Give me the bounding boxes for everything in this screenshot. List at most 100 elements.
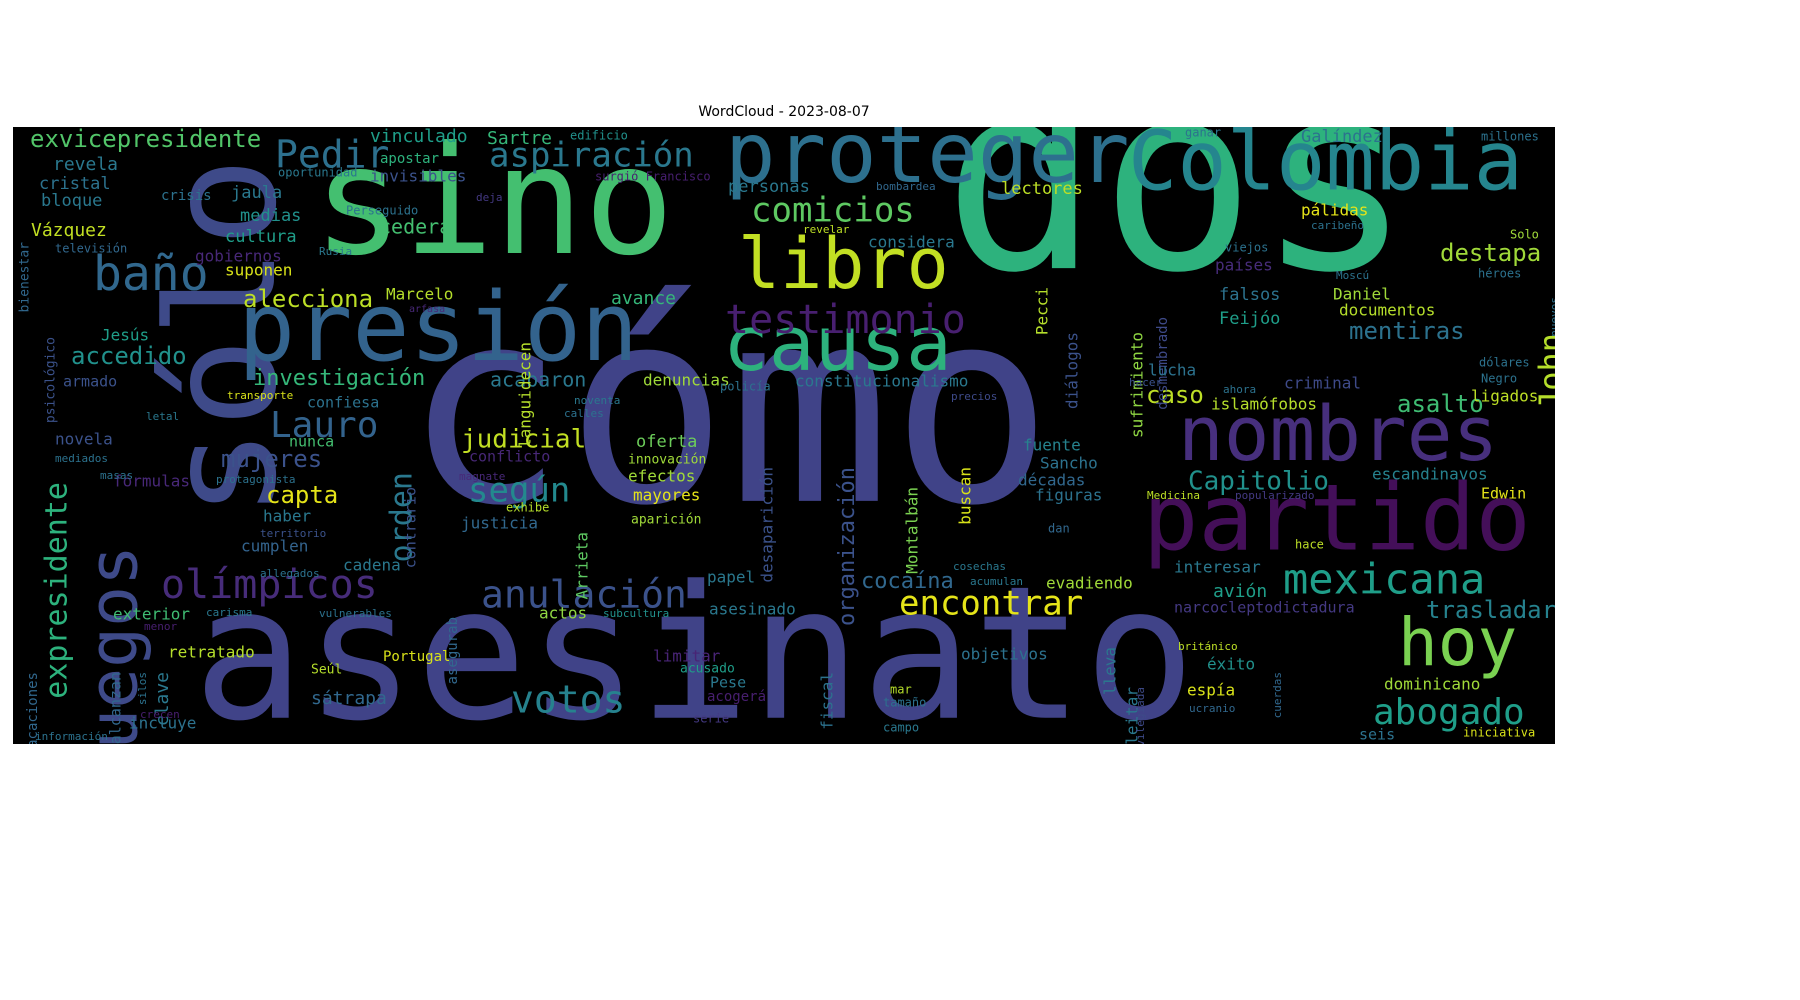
word-173: serie <box>693 712 729 726</box>
word-154: nuevos <box>1548 297 1555 337</box>
word-166: privilegiada <box>1134 687 1147 744</box>
word-53: jaula <box>231 183 282 203</box>
word-31: judicial <box>461 425 586 455</box>
word-45: acabaron <box>490 368 586 392</box>
word-5: presión <box>238 273 638 383</box>
word-51: Sartre <box>487 128 552 149</box>
word-16: mexicana <box>1283 555 1485 604</box>
word-142: bienestar <box>18 242 33 313</box>
word-120: lleva <box>1101 647 1120 695</box>
word-33: alecciona <box>243 285 373 313</box>
word-189: magnate <box>459 470 505 483</box>
word-29: John <box>1532 333 1555 410</box>
word-25: comicios <box>751 191 915 231</box>
word-113: asesinado <box>709 600 796 619</box>
wordcloud-svg: cómoasesinatodossinosólopresiónprotegerC… <box>18 127 1556 744</box>
word-52: invisibles <box>370 167 466 186</box>
word-4: sólo <box>136 157 310 518</box>
word-35: accedido <box>71 342 187 370</box>
word-188: protagonista <box>216 473 295 486</box>
word-139: Seúl <box>311 663 342 678</box>
word-119: objetivos <box>961 645 1048 664</box>
word-104: criminal <box>1284 374 1361 393</box>
word-40: asalto <box>1397 390 1484 418</box>
word-116: acusado <box>680 662 735 677</box>
word-24: aspiración <box>489 136 694 176</box>
word-197: vulnerables <box>319 607 392 620</box>
word-127: exterior <box>113 605 190 624</box>
word-71: diálogos <box>1063 332 1082 409</box>
word-177: bombardea <box>876 180 936 193</box>
word-79: armado <box>63 373 117 391</box>
word-122: fiscal <box>818 672 837 730</box>
word-125: dominicano <box>1384 675 1480 694</box>
word-153: héroes <box>1478 267 1521 281</box>
word-185: letal <box>146 410 179 423</box>
word-34: investigación <box>253 366 425 391</box>
word-150: caribeño <box>1311 219 1364 232</box>
word-191: allegados <box>260 567 320 580</box>
word-86: innovación <box>628 453 706 468</box>
word-136: fórmulas <box>113 472 190 491</box>
word-41: caso <box>1146 381 1204 409</box>
word-13: hoy <box>1398 604 1517 681</box>
word-187: masas <box>100 469 133 482</box>
word-49: personas <box>728 177 810 197</box>
word-90: exhibe <box>506 501 549 515</box>
word-56: gobiernos <box>195 247 282 266</box>
word-192: carisma <box>206 606 252 619</box>
word-37: capta <box>266 481 338 509</box>
word-160: popularizado <box>1235 489 1314 502</box>
word-8: partido <box>1143 464 1531 571</box>
word-149: Solo <box>1510 228 1539 242</box>
word-36: mujeres <box>221 445 322 473</box>
word-69: sufrimiento <box>1128 332 1147 438</box>
word-67: Galíndez <box>1301 127 1383 147</box>
word-2: dos <box>943 127 1413 330</box>
word-129: alcanzan <box>107 672 125 744</box>
word-163: ucranio <box>1189 702 1235 715</box>
word-132: sátrapa <box>311 688 387 709</box>
word-46: avance <box>611 288 676 309</box>
word-19: anulación <box>481 573 687 617</box>
word-157: hacer <box>1129 376 1162 389</box>
word-75: Feijóo <box>1219 309 1280 329</box>
word-30: orden <box>385 472 420 562</box>
word-103: islamófobos <box>1211 395 1317 414</box>
word-190: territorio <box>260 527 326 540</box>
word-133: cadena <box>343 556 401 575</box>
word-60: Vázquez <box>31 220 107 241</box>
word-167: dan <box>1048 522 1070 536</box>
word-50: vinculado <box>370 127 468 147</box>
word-110: narcocleptodictadura <box>1174 599 1355 617</box>
word-61: revela <box>53 154 118 175</box>
word-12: Juegos <box>75 545 154 744</box>
word-140: vacaciones <box>25 672 41 744</box>
word-26: Lauro <box>270 405 378 446</box>
word-80: confiesa <box>307 394 379 412</box>
word-178: deja <box>476 191 503 204</box>
word-55: cultura <box>225 227 297 247</box>
word-23: Pedir <box>275 133 389 177</box>
word-57: suponen <box>225 261 292 280</box>
word-108: interesar <box>1174 558 1261 577</box>
word-76: Daniel <box>1333 285 1391 304</box>
word-171: tamaño <box>883 696 926 710</box>
word-81: novela <box>55 430 113 449</box>
word-124: éxito <box>1207 655 1255 674</box>
word-118: acogerá <box>707 689 766 705</box>
word-39: mentiras <box>1349 317 1465 345</box>
word-54: medias <box>240 206 301 226</box>
word-65: apostar <box>380 151 439 167</box>
word-107: Edwin <box>1481 485 1526 503</box>
word-97: buscan <box>956 467 975 525</box>
word-62: cristal <box>39 174 111 194</box>
word-117: Pese <box>710 674 746 692</box>
word-100: décadas <box>1018 471 1085 490</box>
word-3: sino <box>313 127 674 289</box>
word-183: noventa <box>574 394 620 407</box>
word-194: silos <box>136 672 149 705</box>
word-179: policía <box>720 380 771 394</box>
word-63: bloque <box>41 191 102 211</box>
word-196: información <box>35 730 108 743</box>
